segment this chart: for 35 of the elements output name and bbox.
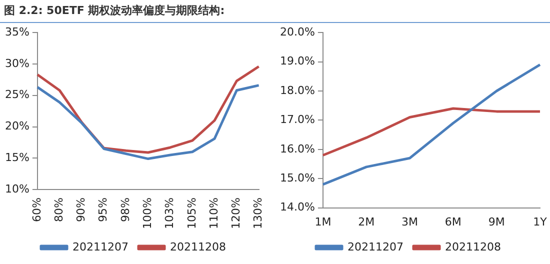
x-tick-label: 80% [52, 198, 66, 222]
y-tick-label: 14.0% [280, 200, 315, 214]
x-tick-label: 90% [74, 198, 88, 222]
x-tick-label: 9M [488, 215, 505, 228]
y-tick-label: 30% [4, 56, 30, 70]
x-tick-label: 3M [402, 215, 418, 228]
y-tick-label: 19.0% [280, 54, 315, 68]
y-tick-label: 16.0% [280, 142, 315, 156]
chart-title: 图 2.2: 50ETF 期权波动率偏度与期限结构: [0, 0, 550, 23]
y-tick-label: 10% [4, 182, 30, 196]
x-tick-label: 95% [96, 198, 110, 222]
x-tick-label: 6M [444, 215, 462, 228]
y-tick-label: 17.0% [280, 113, 315, 126]
x-tick-label: 110% [207, 198, 220, 230]
legend-label: 20211207 [348, 240, 404, 254]
y-tick-label: 20.0% [280, 25, 315, 38]
x-tick-label: 105% [185, 198, 198, 230]
x-tick-label: 1Y [533, 215, 548, 228]
legend-label: 20211207 [72, 240, 129, 254]
y-tick-label: 20% [4, 120, 30, 133]
x-tick-label: 100% [140, 198, 154, 230]
x-tick-label: 1M [314, 215, 332, 228]
x-tick-label: 130% [252, 198, 265, 230]
y-tick-label: 25% [4, 88, 30, 102]
x-tick-label: 60% [30, 198, 44, 222]
y-tick-label: 15.0% [280, 171, 315, 184]
x-tick-label: 98% [118, 198, 132, 222]
y-tick-label: 35% [4, 25, 30, 38]
legend-label: 20211208 [445, 240, 501, 254]
y-tick-label: 18.0% [280, 84, 315, 97]
x-tick-label: 103% [163, 198, 176, 230]
legend-label: 20211208 [170, 240, 226, 254]
x-tick-label: 2M [358, 215, 375, 228]
y-tick-label: 15% [4, 151, 30, 164]
x-tick-label: 120% [230, 198, 243, 230]
